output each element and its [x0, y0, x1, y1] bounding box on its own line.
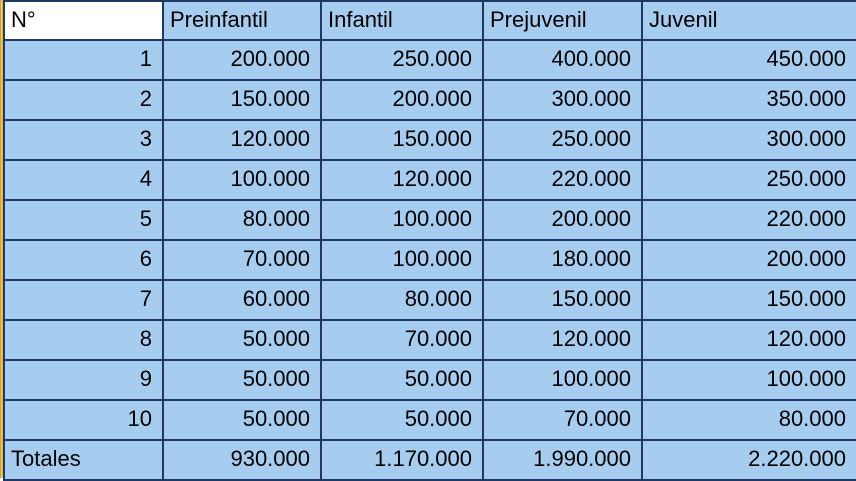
value-cell[interactable]: 200.000 — [162, 39, 322, 81]
value-cell[interactable]: 120.000 — [482, 319, 643, 361]
value-cell[interactable]: 50.000 — [162, 319, 322, 361]
row-number-cell[interactable]: 1 — [3, 39, 164, 81]
table-row: 3 120.000 150.000 250.000 300.000 — [3, 119, 856, 161]
value-cell[interactable]: 80.000 — [641, 399, 856, 441]
totals-row: Totales 930.000 1.170.000 1.990.000 2.220.00… — [3, 439, 856, 481]
value-cell[interactable]: 150.000 — [320, 119, 484, 161]
row-number-cell[interactable]: 4 — [3, 159, 164, 201]
row-number-cell[interactable]: 9 — [3, 359, 164, 401]
value-cell[interactable]: 50.000 — [320, 359, 484, 401]
value-cell[interactable]: 150.000 — [162, 79, 322, 121]
value-cell[interactable]: 220.000 — [641, 199, 856, 241]
left-edge-gold-stripe — [0, 0, 3, 478]
value-cell[interactable]: 250.000 — [320, 39, 484, 81]
totals-label-cell[interactable]: Totales — [3, 439, 164, 481]
value-cell[interactable]: 50.000 — [162, 359, 322, 401]
value-cell[interactable]: 80.000 — [162, 199, 322, 241]
table-row: 2 150.000 200.000 300.000 350.000 — [3, 79, 856, 121]
data-table: N° Preinfantil Infantil Prejuvenil Juvenil 1… — [3, 0, 856, 481]
value-cell[interactable]: 180.000 — [482, 239, 643, 281]
header-cell-juvenil[interactable]: Juvenil — [641, 0, 856, 41]
row-number-cell[interactable]: 7 — [3, 279, 164, 321]
value-cell[interactable]: 50.000 — [162, 399, 322, 441]
value-cell[interactable]: 100.000 — [320, 239, 484, 281]
totals-value-cell[interactable]: 1.990.000 — [482, 439, 643, 481]
table-row: 10 50.000 50.000 70.000 80.000 — [3, 399, 856, 441]
value-cell[interactable]: 70.000 — [482, 399, 643, 441]
value-cell[interactable]: 300.000 — [482, 79, 643, 121]
row-number-cell[interactable]: 5 — [3, 199, 164, 241]
value-cell[interactable]: 250.000 — [482, 119, 643, 161]
table-row: 9 50.000 50.000 100.000 100.000 — [3, 359, 856, 401]
value-cell[interactable]: 120.000 — [320, 159, 484, 201]
value-cell[interactable]: 100.000 — [482, 359, 643, 401]
value-cell[interactable]: 150.000 — [641, 279, 856, 321]
value-cell[interactable]: 60.000 — [162, 279, 322, 321]
value-cell[interactable]: 70.000 — [162, 239, 322, 281]
row-number-cell[interactable]: 10 — [3, 399, 164, 441]
table-row: 8 50.000 70.000 120.000 120.000 — [3, 319, 856, 361]
row-number-cell[interactable]: 2 — [3, 79, 164, 121]
header-cell-n[interactable]: N° — [3, 0, 164, 41]
totals-value-cell[interactable]: 930.000 — [162, 439, 322, 481]
header-cell-preinfantil[interactable]: Preinfantil — [162, 0, 322, 41]
value-cell[interactable]: 120.000 — [641, 319, 856, 361]
header-row: N° Preinfantil Infantil Prejuvenil Juvenil — [3, 0, 856, 41]
table-row: 7 60.000 80.000 150.000 150.000 — [3, 279, 856, 321]
value-cell[interactable]: 100.000 — [320, 199, 484, 241]
row-number-cell[interactable]: 8 — [3, 319, 164, 361]
totals-value-cell[interactable]: 1.170.000 — [320, 439, 484, 481]
value-cell[interactable]: 80.000 — [320, 279, 484, 321]
value-cell[interactable]: 300.000 — [641, 119, 856, 161]
value-cell[interactable]: 220.000 — [482, 159, 643, 201]
value-cell[interactable]: 250.000 — [641, 159, 856, 201]
table-row: 4 100.000 120.000 220.000 250.000 — [3, 159, 856, 201]
header-cell-prejuvenil[interactable]: Prejuvenil — [482, 0, 643, 41]
value-cell[interactable]: 200.000 — [641, 239, 856, 281]
table-row: 6 70.000 100.000 180.000 200.000 — [3, 239, 856, 281]
value-cell[interactable]: 100.000 — [641, 359, 856, 401]
row-number-cell[interactable]: 3 — [3, 119, 164, 161]
value-cell[interactable]: 50.000 — [320, 399, 484, 441]
value-cell[interactable]: 100.000 — [162, 159, 322, 201]
row-number-cell[interactable]: 6 — [3, 239, 164, 281]
value-cell[interactable]: 350.000 — [641, 79, 856, 121]
value-cell[interactable]: 200.000 — [482, 199, 643, 241]
header-cell-infantil[interactable]: Infantil — [320, 0, 484, 41]
table-row: 5 80.000 100.000 200.000 220.000 — [3, 199, 856, 241]
value-cell[interactable]: 70.000 — [320, 319, 484, 361]
value-cell[interactable]: 120.000 — [162, 119, 322, 161]
value-cell[interactable]: 150.000 — [482, 279, 643, 321]
table-body: 1 200.000 250.000 400.000 450.000 2 150.000 200… — [3, 39, 856, 481]
totals-value-cell[interactable]: 2.220.000 — [641, 439, 856, 481]
value-cell[interactable]: 200.000 — [320, 79, 484, 121]
table-row: 1 200.000 250.000 400.000 450.000 — [3, 39, 856, 81]
value-cell[interactable]: 450.000 — [641, 39, 856, 81]
value-cell[interactable]: 400.000 — [482, 39, 643, 81]
